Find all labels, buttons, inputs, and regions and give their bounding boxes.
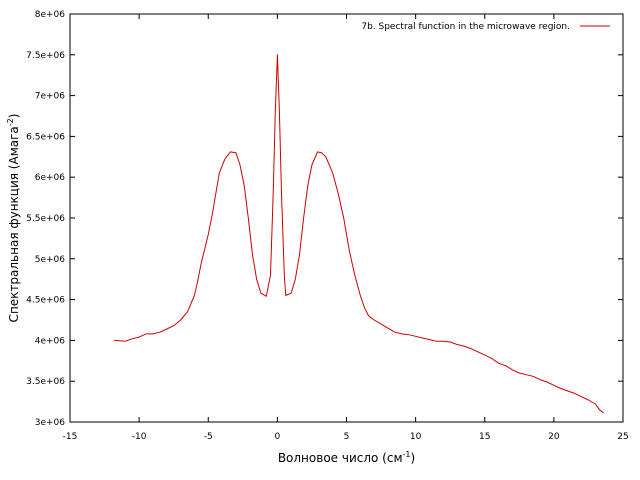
y-tick-label: 8e+06 (35, 10, 66, 20)
y-tick-label: 4e+06 (35, 336, 66, 346)
y-tick-label: 6.5e+06 (26, 132, 65, 142)
x-tick-label: -5 (204, 432, 213, 442)
series-layer (114, 54, 604, 414)
x-tick-label: 5 (344, 432, 350, 442)
x-tick-label: -10 (132, 432, 147, 442)
y-axis-label: Спектральная функция (Амага-2) (6, 114, 21, 323)
series-line (114, 54, 604, 414)
y-axis-label-superscript: -2 (6, 118, 15, 126)
x-axis-label-superscript: -1 (403, 450, 411, 459)
y-tick-label: 3.5e+06 (26, 377, 65, 387)
x-tick-label: 25 (617, 432, 628, 442)
y-tick-label: 5.5e+06 (26, 214, 65, 224)
legend-entry-label: 7b. Spectral function in the microwave r… (361, 22, 570, 32)
y-tick-label: 3e+06 (35, 418, 66, 428)
y-tick-label: 6e+06 (35, 173, 66, 183)
x-tick-label: -15 (63, 432, 78, 442)
y-tick-label: 7e+06 (35, 92, 66, 102)
x-tick-label: 20 (548, 432, 560, 442)
plot-frame (69, 13, 624, 423)
y-tick-label: 4.5e+06 (26, 296, 65, 306)
x-axis-label: Волновое число (см-1) (278, 450, 415, 465)
y-axis: 3e+06 3.5e+06 4e+06 4.5e+06 5e+06 5.5e+06 6e+0… (26, 10, 623, 428)
x-tick-label: 15 (479, 432, 490, 442)
legend: 7b. Spectral function in the microwave r… (361, 22, 610, 32)
y-tick-label: 7.5e+06 (26, 51, 65, 61)
x-tick-label: 10 (410, 432, 422, 442)
x-tick-label: 0 (275, 432, 281, 442)
y-tick-label: 5e+06 (35, 255, 66, 265)
x-axis: -15 -10 -5 0 5 10 15 20 25 (63, 14, 629, 442)
